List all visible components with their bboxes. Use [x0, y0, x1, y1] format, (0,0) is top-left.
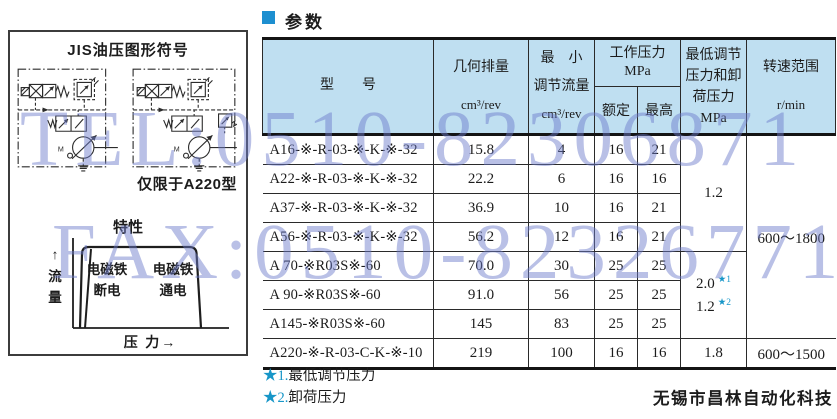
rated-cell: 16: [594, 222, 638, 252]
y-axis-label: ↑ 流 量: [46, 244, 64, 309]
hydraulic-circuit-standard-icon: M: [11, 57, 125, 175]
table-row: A16-※-R-03-※-K-※-32 15.8 4 16 21 1.2 600…: [262, 134, 836, 339]
table-header: 型 号 几何排量 cm³/rev 最 小 调节流量 cm³/rev: [262, 38, 836, 135]
parameter-table: 型 号 几何排量 cm³/rev 最 小 调节流量 cm³/rev: [262, 37, 836, 370]
section-title-text: 参数: [285, 13, 325, 32]
pump-port-label: M: [174, 146, 180, 154]
col-header-max: 最高: [637, 86, 681, 135]
rated-cell: 16: [594, 193, 638, 223]
displacement-cell: 145: [433, 309, 529, 339]
footnote-ref-2: ★2: [717, 297, 732, 308]
table-row: A22-※-R-03-※-K-※-32 22.2 6 16 16: [262, 164, 836, 194]
displacement-cell: 219: [433, 338, 529, 369]
min-flow-cell: 100: [528, 338, 595, 369]
model-cell: A37-※-R-03-※-K-※-32: [262, 193, 434, 223]
col-header-model: 型 号: [262, 38, 434, 135]
pressure-merged-cell-starred: 2.0 ★1 1.2 ★2: [680, 251, 747, 339]
displacement-cell: 22.2: [433, 164, 529, 194]
max-cell: 16: [637, 164, 681, 194]
characteristics-chart: ↑ 流 量 电磁铁 断电 电磁铁 通电 压 力→: [20, 236, 234, 352]
model-cell: A220-※-R-03-C-K-※-10: [262, 338, 434, 369]
rated-cell: 25: [594, 280, 638, 310]
max-cell: 25: [637, 251, 681, 281]
rated-cell: 16: [594, 134, 638, 165]
min-flow-cell: 12: [528, 222, 595, 252]
col-header-displacement: 几何排量 cm³/rev: [433, 38, 529, 135]
col-header-working-pressure: 工作压力 MPa: [594, 38, 681, 87]
model-cell: A 90-※R03S※-60: [262, 280, 434, 310]
min-flow-cell: 4: [528, 134, 595, 165]
table-row: A37-※-R-03-※-K-※-32 36.9 10 16 21: [262, 193, 836, 223]
col-header-speed-range: 转速范围 r/min: [746, 38, 836, 135]
rated-cell: 16: [594, 338, 638, 369]
section-title: 参数: [262, 8, 325, 33]
displacement-cell: 15.8: [433, 134, 529, 165]
x-axis-label: 压 力→: [123, 336, 178, 351]
footnote-ref-1: ★1: [717, 275, 732, 285]
rated-cell: 25: [594, 251, 638, 281]
table-row: A 70-※R03S※-60 70.0 30 25 25 2.0 ★1 1.2 ★2: [262, 251, 836, 339]
hydraulic-circuit-a220-icon: M: [129, 57, 243, 175]
min-flow-cell: 83: [528, 309, 595, 339]
table-row: A 90-※R03S※-60 91.0 56 25 25: [262, 280, 836, 310]
displacement-cell: 56.2: [433, 222, 529, 252]
model-cell: A145-※R03S※-60: [262, 309, 434, 339]
max-cell: 21: [637, 134, 681, 165]
solenoid-on-label: 电磁铁 通电: [152, 262, 194, 298]
speed-merged-cell: 600～1800: [746, 134, 836, 339]
min-flow-cell: 6: [528, 164, 595, 194]
jis-panel-title: JIS油压图形符号: [67, 42, 189, 59]
displacement-cell: 91.0: [433, 280, 529, 310]
max-cell: 25: [637, 280, 681, 310]
min-flow-cell: 10: [528, 193, 595, 223]
min-flow-cell: 56: [528, 280, 595, 310]
model-cell: A16-※-R-03-※-K-※-32: [262, 134, 434, 165]
star-2-icon: ★2.: [263, 390, 289, 407]
model-cell: A22-※-R-03-※-K-※-32: [262, 164, 434, 194]
displacement-cell: 36.9: [433, 193, 529, 223]
max-cell: 25: [637, 309, 681, 339]
col-header-rated: 额定: [594, 86, 638, 135]
speed-cell: 600～1500: [746, 338, 836, 369]
table-row: A220-※-R-03-C-K-※-10 219 100 16 16 1.8 6…: [262, 338, 836, 369]
pressure-merged-cell: 1.2: [680, 134, 747, 252]
col-header-min-adjust-pressure: 最低调节 压力和卸 荷压力 MPa: [680, 38, 747, 135]
star-1-icon: ★1.: [263, 368, 289, 384]
rated-cell: 25: [594, 309, 638, 339]
footnote-1: ★1.最低调节压力: [263, 368, 376, 384]
footnotes: ★1.最低调节压力 ★2.卸荷压力: [263, 365, 375, 410]
max-cell: 21: [637, 193, 681, 223]
pressure-cell: 1.8: [680, 338, 747, 369]
max-cell: 21: [637, 222, 681, 252]
model-cell: A56-※-R-03-※-K-※-32: [262, 222, 434, 252]
y-axis-arrow-icon: ↑: [51, 247, 59, 262]
company-name: 无锡市昌林自动化科技: [653, 390, 833, 408]
characteristics-curve-icon: [72, 238, 229, 329]
characteristics-title: 特性: [112, 219, 143, 236]
hydraulic-diagrams: M: [11, 57, 243, 175]
max-cell: 16: [637, 338, 681, 369]
a220-only-caption: 仅限于A220型: [137, 176, 237, 193]
displacement-cell: 70.0: [433, 251, 529, 281]
rated-cell: 16: [594, 164, 638, 194]
jis-symbol-panel: JIS油压图形符号: [8, 30, 248, 356]
min-flow-cell: 30: [528, 251, 595, 281]
solenoid-off-label: 电磁铁 断电: [86, 262, 128, 298]
model-cell: A 70-※R03S※-60: [262, 251, 434, 281]
blue-square-icon: [262, 11, 275, 24]
table-row: A145-※R03S※-60 145 83 25 25: [262, 309, 836, 339]
table-row: A56-※-R-03-※-K-※-32 56.2 12 16 21: [262, 222, 836, 252]
footnote-2: ★2.卸荷压力: [263, 390, 347, 407]
pump-port-label: M: [58, 146, 64, 154]
col-header-min-flow: 最 小 调节流量 cm³/rev: [528, 38, 595, 135]
